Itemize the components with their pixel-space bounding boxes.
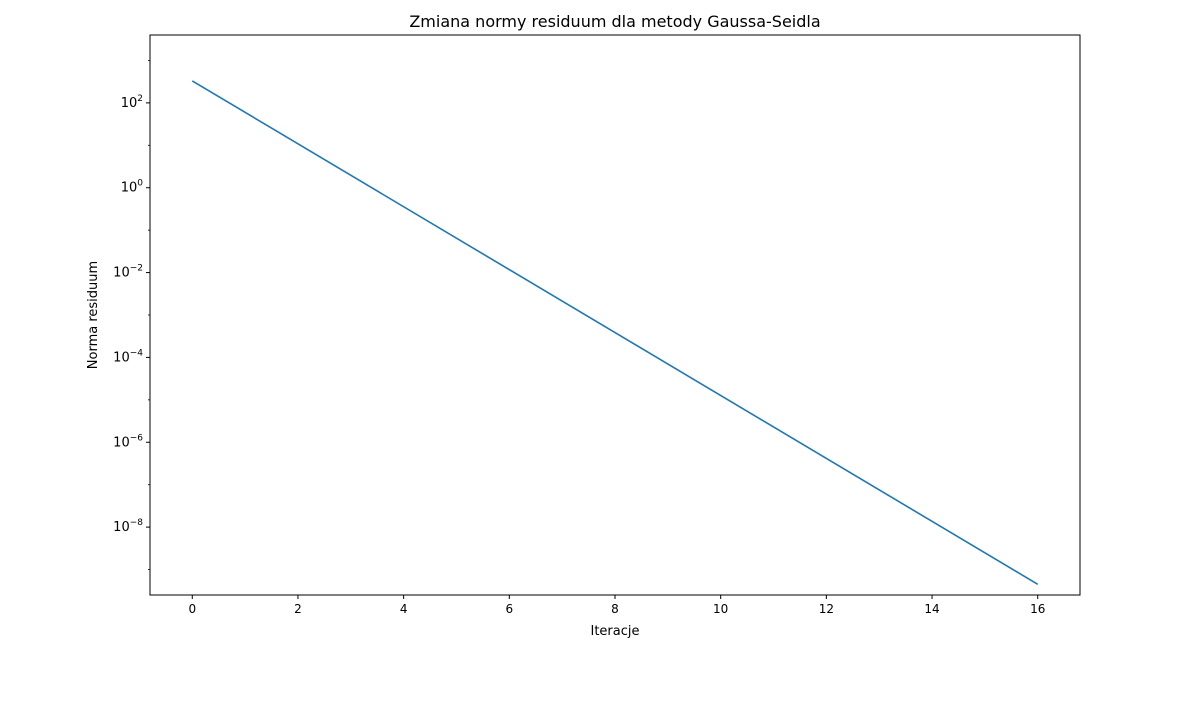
x-tick-label: 10: [713, 602, 728, 616]
x-tick-label: 12: [819, 602, 834, 616]
y-tick-label: 102: [121, 94, 143, 111]
x-tick-label: 4: [400, 602, 408, 616]
x-axis-label: Iteracje: [591, 624, 640, 639]
x-tick-label: 6: [505, 602, 513, 616]
x-tick-label: 0: [188, 602, 196, 616]
x-tick-label: 8: [611, 602, 619, 616]
y-tick-label: 10−2: [113, 264, 143, 281]
x-tick-label: 14: [924, 602, 939, 616]
y-tick-label: 10−8: [113, 518, 143, 535]
x-tick-label: 2: [294, 602, 302, 616]
y-axis-label: Norma residuum: [86, 261, 101, 369]
plot-area: 0 2 4 6 8 10 12 14 16 102 100 10−2 10−4 10−6 10−8: [113, 60, 1045, 616]
axes-frame: [149, 34, 1081, 596]
series-line: [191, 80, 1039, 585]
chart-title: Zmiana normy residuum dla metody Gaussa-…: [409, 12, 820, 31]
x-tick-label: 16: [1030, 602, 1045, 616]
y-tick-label: 10−4: [113, 348, 143, 365]
y-tick-label: 100: [121, 179, 144, 196]
y-tick-label: 10−6: [113, 433, 143, 450]
